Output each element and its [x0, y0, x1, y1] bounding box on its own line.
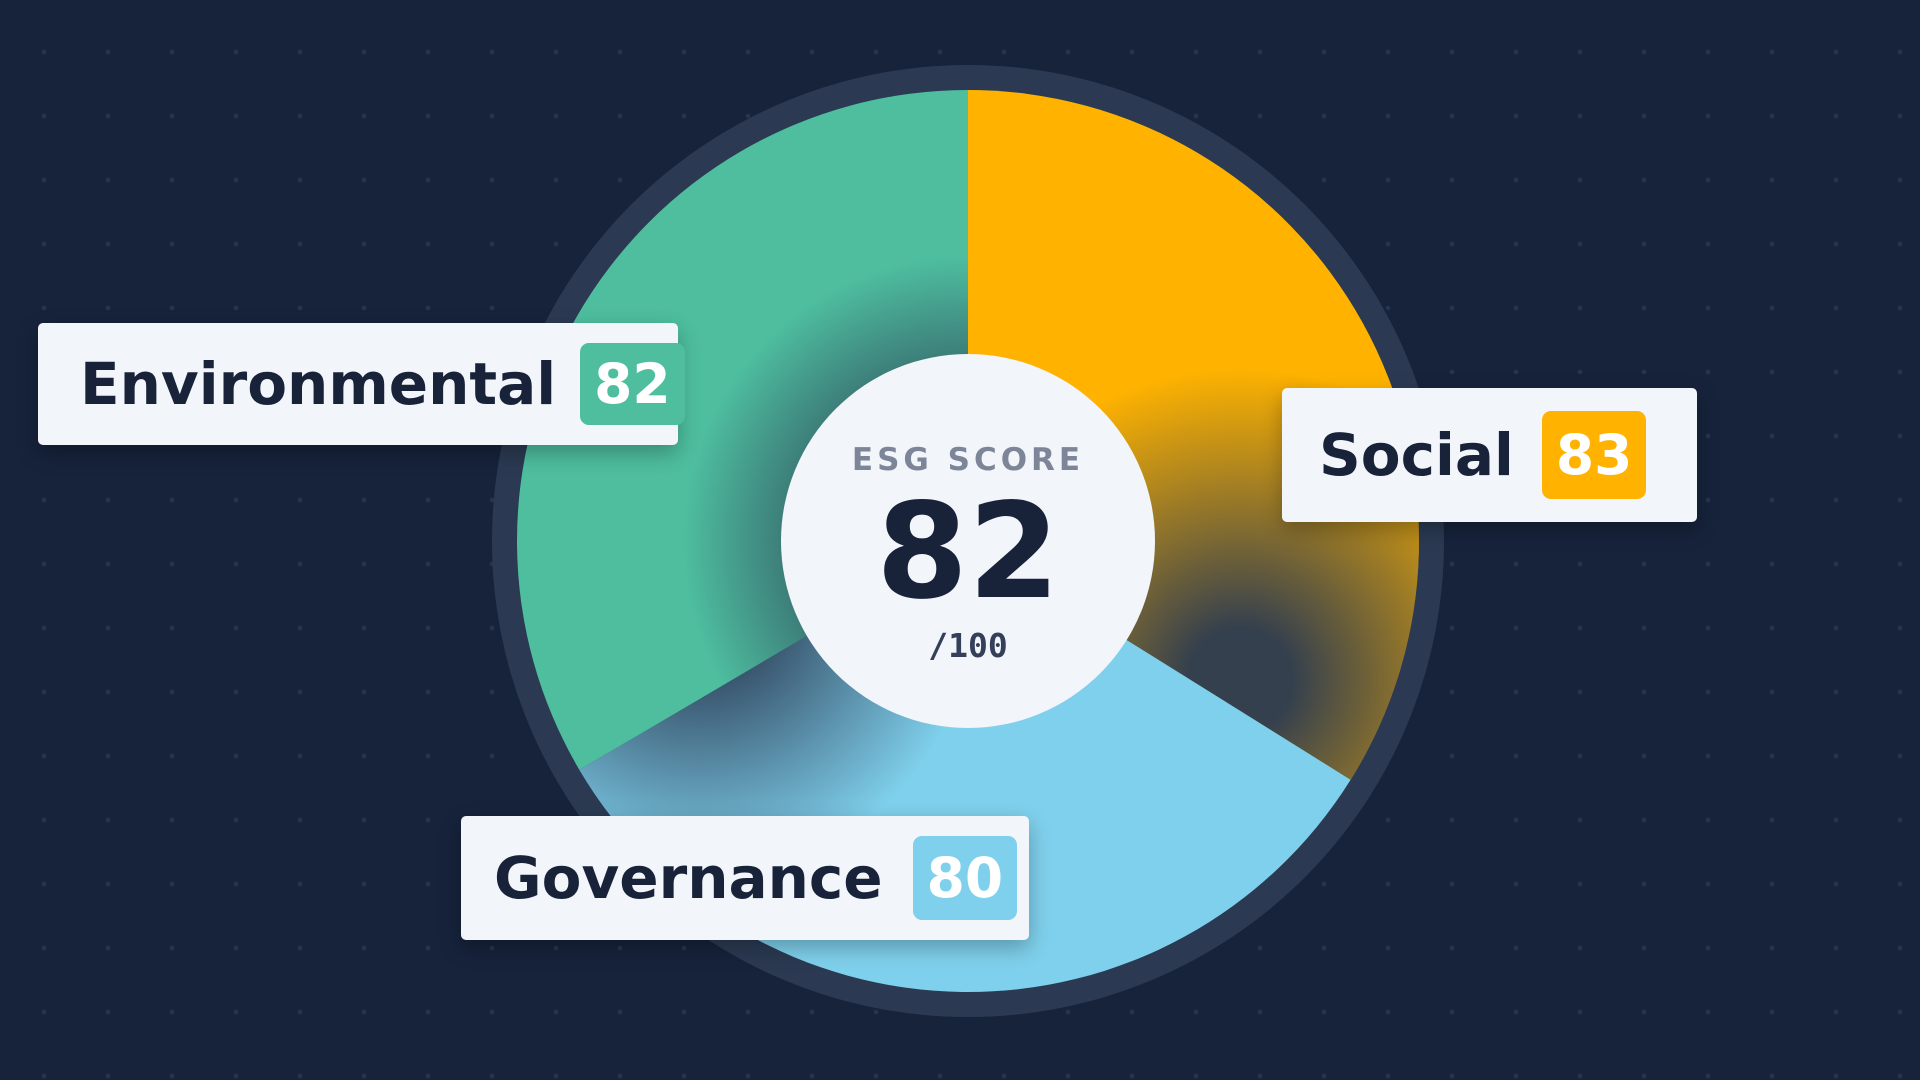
center-score: ESG SCORE 82 /100	[781, 354, 1155, 665]
environmental-score-badge: 82	[580, 343, 685, 425]
center-score-title: ESG SCORE	[851, 442, 1085, 478]
center-score-value: 82	[876, 475, 1060, 629]
center-disc	[781, 354, 1155, 728]
center-score-max: /100	[928, 626, 1008, 665]
environmental-callout: Environmental 82	[38, 323, 685, 445]
environmental-label: Environmental	[80, 350, 557, 418]
social-score-badge: 83	[1541, 411, 1647, 499]
governance-label: Governance	[494, 844, 883, 912]
governance-callout: Governance 80	[461, 816, 1029, 940]
social-callout: Social 83	[1282, 388, 1697, 522]
social-label: Social	[1319, 421, 1514, 489]
governance-score-badge: 80	[912, 836, 1018, 920]
